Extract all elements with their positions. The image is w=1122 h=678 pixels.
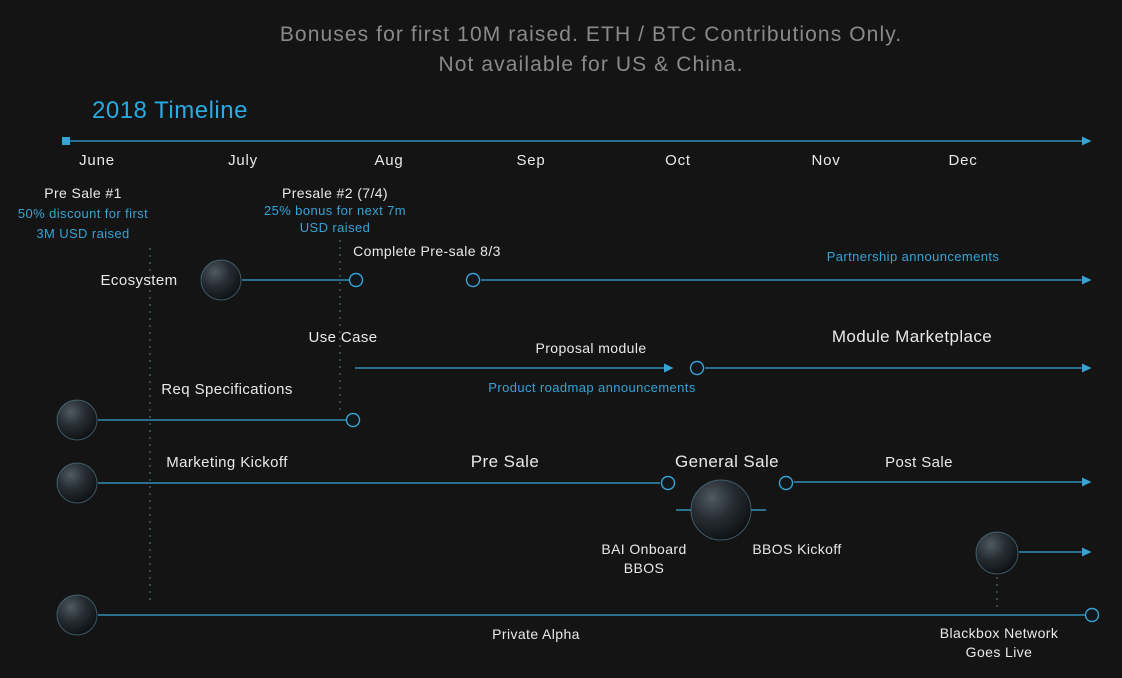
ecosystem-node-1 bbox=[348, 272, 364, 288]
blackbox-sphere bbox=[975, 531, 1019, 575]
presale2-detail2: USD raised bbox=[299, 220, 371, 235]
header-line1: Bonuses for first 10M raised. ETH / BTC … bbox=[279, 23, 903, 46]
product-roadmap-label: Product roadmap announcements bbox=[488, 380, 696, 395]
bai-onboard-label: BAI Onboard BBOS bbox=[601, 541, 686, 576]
module-marketplace-label: Module Marketplace bbox=[831, 327, 993, 346]
presale2-annotation: Presale #2 (7/4) 25% bonus for next 7m U… bbox=[264, 185, 406, 235]
marketing-sphere bbox=[56, 462, 98, 504]
page-title: 2018 Timeline bbox=[92, 97, 248, 124]
bbos-kickoff-label: BBOS Kickoff bbox=[752, 541, 842, 557]
header-line2: Not available for US & China. bbox=[438, 53, 744, 76]
month-july: July bbox=[228, 152, 258, 169]
presale-end-node bbox=[660, 475, 676, 491]
pre-sale-label: Pre Sale bbox=[470, 452, 540, 471]
presale1-title: Pre Sale #1 bbox=[44, 185, 122, 201]
complete-presale-label: Complete Pre-sale 8/3 bbox=[353, 243, 501, 259]
reqspec-node bbox=[345, 412, 361, 428]
general-sale-label: General Sale bbox=[674, 452, 780, 471]
ecosystem-node-2 bbox=[465, 272, 481, 288]
private-alpha-label: Private Alpha bbox=[492, 626, 580, 642]
presale1-detail1: 50% discount for first bbox=[17, 206, 149, 221]
proposal-module-node bbox=[689, 360, 705, 376]
blackbox-label: Blackbox Network Goes Live bbox=[940, 625, 1058, 660]
private-alpha-end-node bbox=[1084, 607, 1100, 623]
use-case-label: Use Case bbox=[308, 329, 378, 346]
blackbox-line1: Blackbox Network bbox=[939, 625, 1059, 641]
month-oct: Oct bbox=[665, 152, 691, 169]
month-aug: Aug bbox=[374, 152, 404, 169]
presale2-detail1: 25% bonus for next 7m bbox=[263, 203, 407, 218]
blackbox-line2: Goes Live bbox=[965, 644, 1033, 660]
ecosystem-sphere bbox=[200, 259, 242, 301]
axis-start-square bbox=[62, 137, 70, 145]
post-sale-label: Post Sale bbox=[885, 454, 953, 471]
bai-onboard-line2: BBOS bbox=[623, 560, 665, 576]
general-sale-sphere bbox=[690, 479, 752, 541]
private-alpha-sphere bbox=[56, 594, 98, 636]
month-nov: Nov bbox=[811, 152, 841, 169]
bai-onboard-line1: BAI Onboard bbox=[601, 541, 687, 557]
marketing-kickoff-label: Marketing Kickoff bbox=[166, 454, 288, 471]
month-dec: Dec bbox=[948, 152, 978, 169]
presale1-detail2: 3M USD raised bbox=[36, 226, 130, 241]
presale2-title: Presale #2 (7/4) bbox=[281, 185, 388, 201]
reqspec-sphere bbox=[56, 399, 98, 441]
month-june: June bbox=[79, 152, 115, 169]
presale1-annotation: Pre Sale #1 50% discount for first 3M US… bbox=[18, 185, 148, 241]
req-specifications-label: Req Specifications bbox=[161, 381, 293, 398]
partnership-label: Partnership announcements bbox=[826, 249, 1000, 264]
ecosystem-label: Ecosystem bbox=[100, 272, 178, 289]
post-sale-start-node bbox=[778, 475, 794, 491]
proposal-module-label: Proposal module bbox=[535, 340, 647, 356]
month-sep: Sep bbox=[516, 152, 546, 169]
